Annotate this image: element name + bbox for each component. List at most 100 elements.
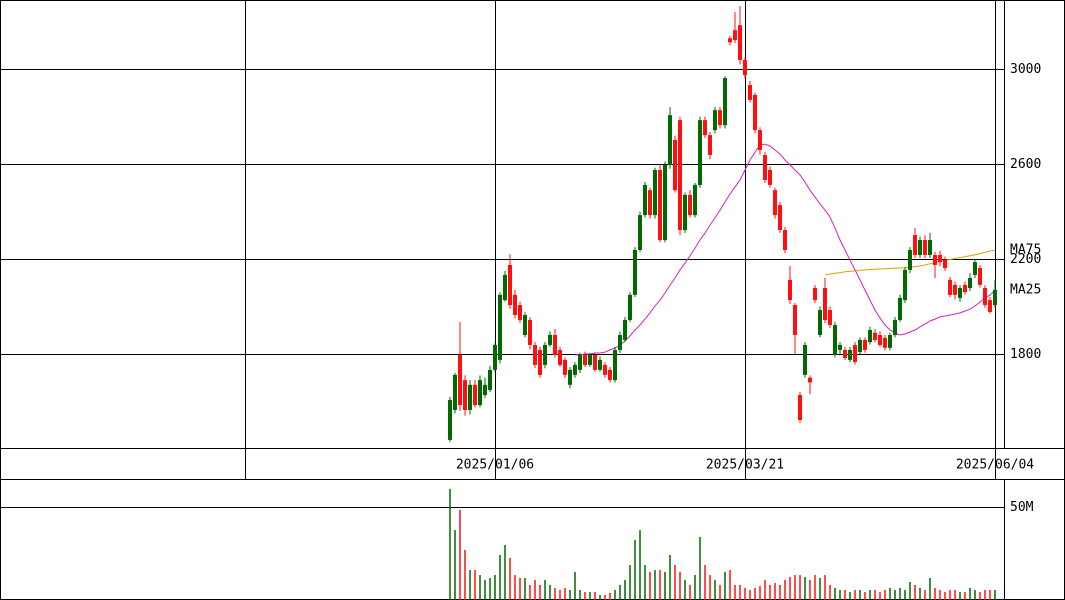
candle-body [823, 287, 827, 321]
volume-bar [759, 586, 761, 600]
volume-bar [829, 584, 831, 600]
candle-body [658, 169, 662, 241]
candle-body [788, 279, 792, 301]
volume-bar [764, 579, 766, 600]
candle-body [668, 115, 672, 166]
volume-bar [969, 587, 971, 600]
volume-bar [749, 589, 751, 600]
candle-body [478, 380, 482, 406]
volume-bar [959, 592, 961, 600]
volume-bar [569, 589, 571, 600]
candle-body [903, 269, 907, 301]
volume-bar [824, 575, 826, 600]
candle-body [798, 395, 802, 420]
candle-body [703, 120, 707, 136]
candle-body [988, 300, 992, 312]
candle-body [688, 194, 692, 216]
candle-body [968, 278, 972, 288]
candle-body [978, 268, 982, 285]
volume-bar [649, 571, 651, 600]
candle-body [848, 349, 852, 360]
candle-body [853, 344, 857, 363]
candle-body [923, 240, 927, 255]
volume-bar [779, 584, 781, 600]
volume-bar [499, 554, 501, 600]
candle-body [708, 135, 712, 156]
volume-bar [854, 589, 856, 600]
candle-body [738, 25, 742, 61]
volume-bar [609, 592, 611, 600]
volume-bar [839, 589, 841, 600]
candle-body [508, 264, 512, 306]
candle-body [638, 215, 642, 250]
volume-bar [944, 592, 946, 600]
volume-bar [544, 579, 546, 600]
volume-bar [494, 575, 496, 600]
y-tick-label: 3000 [1010, 62, 1041, 77]
volume-bar [819, 578, 821, 600]
candle-body [933, 254, 937, 265]
candle-body [698, 120, 702, 185]
candle-body [588, 354, 592, 365]
volume-bar [789, 576, 791, 600]
candle-body [618, 334, 622, 350]
candle-body [778, 205, 782, 231]
volume-bar [904, 589, 906, 600]
y-tick-label: 2600 [1010, 157, 1041, 172]
volume-bar [674, 565, 676, 600]
candle-body [928, 240, 932, 255]
candle-body [913, 235, 917, 255]
volume-bar [784, 579, 786, 600]
x-tick-label: 2025/06/04 [956, 458, 1034, 473]
volume-bar [979, 592, 981, 600]
candle-body [773, 190, 777, 216]
candle-body [473, 384, 477, 406]
candle-body [753, 94, 757, 131]
volume-bar [709, 575, 711, 600]
volume-bar [849, 592, 851, 600]
candle-body [908, 249, 912, 270]
volume-bar [519, 578, 521, 600]
candle-body [803, 344, 807, 375]
candle-body [693, 184, 697, 216]
candle-body [613, 349, 617, 381]
candle-body [548, 334, 552, 345]
volume-bar [689, 584, 691, 600]
volume-bar [964, 592, 966, 600]
candle-body [633, 249, 637, 295]
candle-body [483, 384, 487, 396]
volume-bar [464, 549, 466, 600]
volume-bar [549, 584, 551, 600]
volume-bar [679, 571, 681, 600]
volume-bar [624, 579, 626, 600]
series-label: MA75 [1010, 242, 1041, 257]
volume-bar [484, 579, 486, 600]
candle-body [953, 284, 957, 295]
candle-body [463, 380, 467, 411]
candle-body [663, 165, 667, 241]
volume-bar [724, 571, 726, 600]
candle-body [768, 169, 772, 185]
candle-body [918, 240, 922, 255]
volume-bar [984, 589, 986, 600]
volume-bar [644, 565, 646, 600]
volume-bar [669, 554, 671, 600]
candle-body [583, 354, 587, 365]
candle-body [713, 110, 717, 131]
candle-body [888, 334, 892, 348]
volume-bar [564, 587, 566, 600]
volume-bar [654, 570, 656, 600]
volume-bar [719, 584, 721, 600]
volume-bar [809, 579, 811, 600]
volume-bar [734, 584, 736, 600]
candle-body [733, 30, 737, 41]
series-label: MA25 [1010, 283, 1041, 298]
volume-bar [479, 575, 481, 600]
candle-body [533, 344, 537, 365]
candle-body [723, 78, 727, 126]
candle-body [683, 194, 687, 231]
candle-body [498, 294, 502, 360]
candle-body [678, 120, 682, 231]
candle-body [558, 349, 562, 365]
